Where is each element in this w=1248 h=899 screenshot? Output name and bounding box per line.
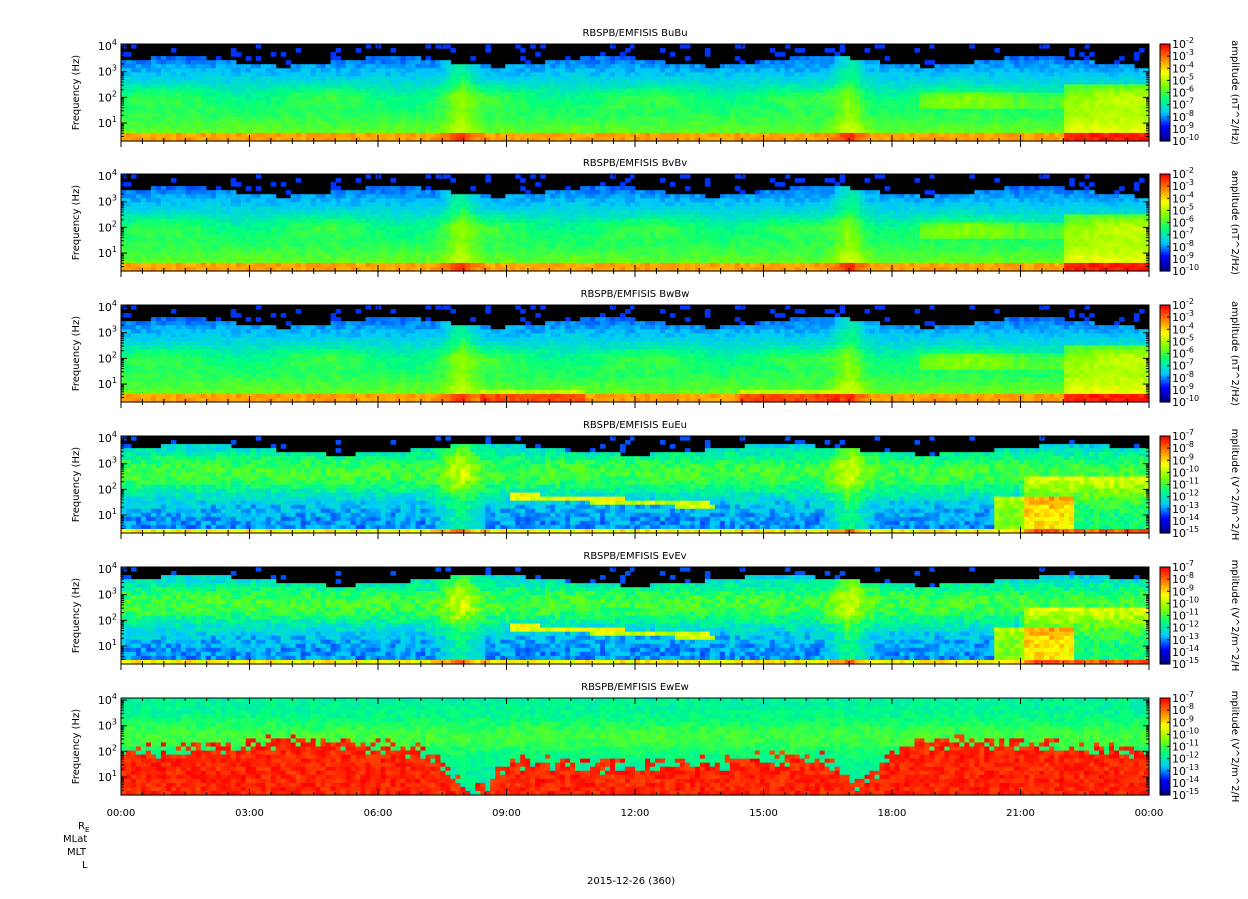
ephemeris-label-mlt: MLT — [67, 847, 86, 858]
y-tick-label: 102 — [98, 481, 117, 496]
colorbar-label: mplitude (V^2/m^2/H — [1229, 691, 1240, 803]
x-tick-label: 06:00 — [364, 808, 393, 819]
y-tick-label: 102 — [98, 219, 117, 234]
y-tick-label: 101 — [98, 115, 117, 130]
x-tick-label: 18:00 — [878, 808, 907, 819]
spectrogram-image — [121, 44, 1150, 142]
y-tick-label: 102 — [98, 743, 117, 758]
colorbar-label: amplitude (nT^2/Hz) — [1229, 40, 1240, 145]
y-tick-label: 104 — [98, 168, 117, 183]
y-tick-label: 101 — [98, 507, 117, 522]
panel-3: RBSPB/EMFISIS BwBw 101 102 103 104 Frequency … — [71, 289, 1240, 409]
panel-title: RBSPB/EMFISIS BwBw — [581, 289, 690, 300]
y-tick-label: 103 — [98, 194, 117, 209]
panel-2: RBSPB/EMFISIS BvBv 101 102 103 104 Frequency … — [71, 158, 1240, 278]
spectrogram-image — [121, 305, 1150, 403]
panel-title: RBSPB/EMFISIS BuBu — [582, 28, 687, 39]
x-tick-label: 09:00 — [492, 808, 521, 819]
panel-title: RBSPB/EMFISIS EwEw — [581, 682, 689, 693]
y-tick-label: 102 — [98, 89, 117, 104]
y-tick-label: 104 — [98, 692, 117, 707]
colorbar: 10-710-810-910-1010-1110-1210-1310-1410-… — [1160, 559, 1199, 671]
y-tick-label: 104 — [98, 38, 117, 53]
panel-title: RBSPB/EMFISIS EvEv — [583, 551, 686, 562]
y-axis-label: Frequency (Hz) — [71, 578, 82, 654]
colorbar-tick-label: 10-15 — [1172, 787, 1199, 802]
x-tick-label: 00:00 — [107, 808, 136, 819]
colorbar: 10-210-310-410-510-610-710-810-910-10 — [1160, 36, 1199, 148]
x-tick-label: 03:00 — [235, 808, 264, 819]
y-tick-label: 101 — [98, 638, 117, 653]
y-tick-label: 101 — [98, 376, 117, 391]
date-label: 2015-12-26 (360) — [587, 876, 675, 887]
panel-1: RBSPB/EMFISIS BuBu 101 102 103 104 Frequency … — [71, 28, 1240, 148]
x-axis: 00:00 03:00 06:00 09:00 12:00 15:00 18:00 21:00… — [107, 808, 1164, 819]
colorbar-label: amplitude (nT^2/Hz) — [1229, 301, 1240, 406]
y-axis-label: Frequency (Hz) — [71, 447, 82, 523]
y-axis-label: Frequency (Hz) — [71, 185, 82, 261]
y-tick-label: 104 — [98, 430, 117, 445]
y-tick-label: 103 — [98, 64, 117, 79]
x-tick-label: 21:00 — [1006, 808, 1035, 819]
panel-5: RBSPB/EMFISIS EvEv 101 102 103 104 Frequency … — [71, 551, 1240, 671]
y-tick-label: 103 — [98, 718, 117, 733]
colorbar: 10-210-310-410-510-610-710-810-910-10 — [1160, 297, 1199, 409]
y-tick-label: 103 — [98, 587, 117, 602]
y-axis-label: Frequency (Hz) — [71, 316, 82, 392]
panel-6: RBSPB/EMFISIS EwEw 101 102 103 104 Frequency … — [71, 682, 1240, 802]
colorbar: 10-710-810-910-1010-1110-1210-1310-1410-… — [1160, 690, 1199, 802]
ephemeris-label-mlat: MLat — [63, 834, 87, 845]
y-tick-label: 104 — [98, 299, 117, 314]
y-tick-label: 104 — [98, 561, 117, 576]
y-axis-label: Frequency (Hz) — [71, 709, 82, 785]
y-tick-label: 102 — [98, 612, 117, 627]
colorbar-tick-label: 10-10 — [1172, 263, 1199, 278]
y-tick-label: 103 — [98, 325, 117, 340]
colorbar-tick-label: 10-15 — [1172, 656, 1199, 671]
x-tick-label: 12:00 — [621, 808, 650, 819]
colorbar-tick-label: 10-15 — [1172, 525, 1199, 540]
y-tick-label: 103 — [98, 456, 117, 471]
spectrogram-image — [121, 436, 1150, 534]
x-tick-label: 15:00 — [749, 808, 778, 819]
colorbar-tick-label: 10-10 — [1172, 394, 1199, 409]
colorbar-label: amplitude (nT^2/Hz) — [1229, 170, 1240, 275]
panel-title: RBSPB/EMFISIS EuEu — [583, 420, 687, 431]
y-tick-label: 101 — [98, 245, 117, 260]
colorbar: 10-210-310-410-510-610-710-810-910-10 — [1160, 166, 1199, 278]
colorbar-tick-label: 10-10 — [1172, 133, 1199, 148]
panel-4: RBSPB/EMFISIS EuEu 101 102 103 104 Frequency … — [71, 420, 1240, 540]
x-tick-label: 00:00 — [1135, 808, 1164, 819]
y-tick-label: 102 — [98, 350, 117, 365]
colorbar-label: mplitude (V^2/m^2/H — [1229, 560, 1240, 672]
spectrogram-image — [121, 567, 1150, 665]
spectrogram-image — [121, 174, 1150, 272]
colorbar-label: mplitude (V^2/m^2/H — [1229, 429, 1240, 541]
spectrogram-image — [121, 698, 1150, 796]
colorbar: 10-710-810-910-1010-1110-1210-1310-1410-… — [1160, 428, 1199, 540]
ephemeris-label-l: L — [82, 860, 88, 871]
panel-title: RBSPB/EMFISIS BvBv — [583, 158, 687, 169]
y-axis-label: Frequency (Hz) — [71, 55, 82, 131]
ephemeris-label-re: RE — [78, 821, 89, 834]
y-tick-label: 101 — [98, 769, 117, 784]
